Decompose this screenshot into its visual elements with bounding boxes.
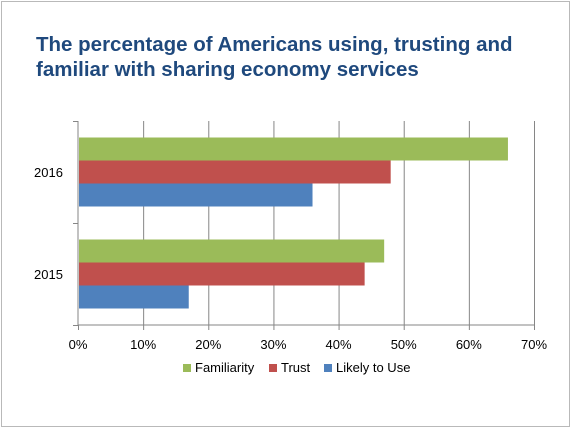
chart-title: The percentage of Americans using, trust… bbox=[36, 33, 513, 81]
category-labels: 2016 2015 bbox=[34, 165, 63, 282]
x-tick-label: 0% bbox=[69, 337, 88, 352]
x-tick-label: 70% bbox=[521, 337, 547, 352]
bar-familiarity bbox=[79, 239, 385, 263]
x-tick-label: 60% bbox=[456, 337, 482, 352]
legend-label: Likely to Use bbox=[336, 360, 410, 375]
x-tick-label: 10% bbox=[130, 337, 156, 352]
x-tick-label: 20% bbox=[195, 337, 221, 352]
x-tick-labels: 0% 10% 20% 30% 40% 50% 60% 70% bbox=[69, 121, 547, 352]
legend: Familiarity Trust Likely to Use bbox=[183, 360, 410, 375]
bar-likely-to-use bbox=[79, 285, 189, 309]
category-label: 2015 bbox=[34, 267, 63, 282]
bar-trust bbox=[79, 262, 365, 286]
legend-label: Familiarity bbox=[195, 360, 255, 375]
x-tick-label: 40% bbox=[326, 337, 352, 352]
legend-swatch bbox=[269, 364, 277, 372]
bar-likely-to-use bbox=[79, 183, 313, 207]
x-tick-label: 30% bbox=[260, 337, 286, 352]
legend-swatch bbox=[324, 364, 332, 372]
legend-swatch bbox=[183, 364, 191, 372]
bar-trust bbox=[79, 160, 391, 184]
bars bbox=[79, 137, 508, 309]
bar-familiarity bbox=[79, 137, 508, 161]
x-tick-label: 50% bbox=[391, 337, 417, 352]
legend-label: Trust bbox=[281, 360, 311, 375]
category-label: 2016 bbox=[34, 165, 63, 180]
